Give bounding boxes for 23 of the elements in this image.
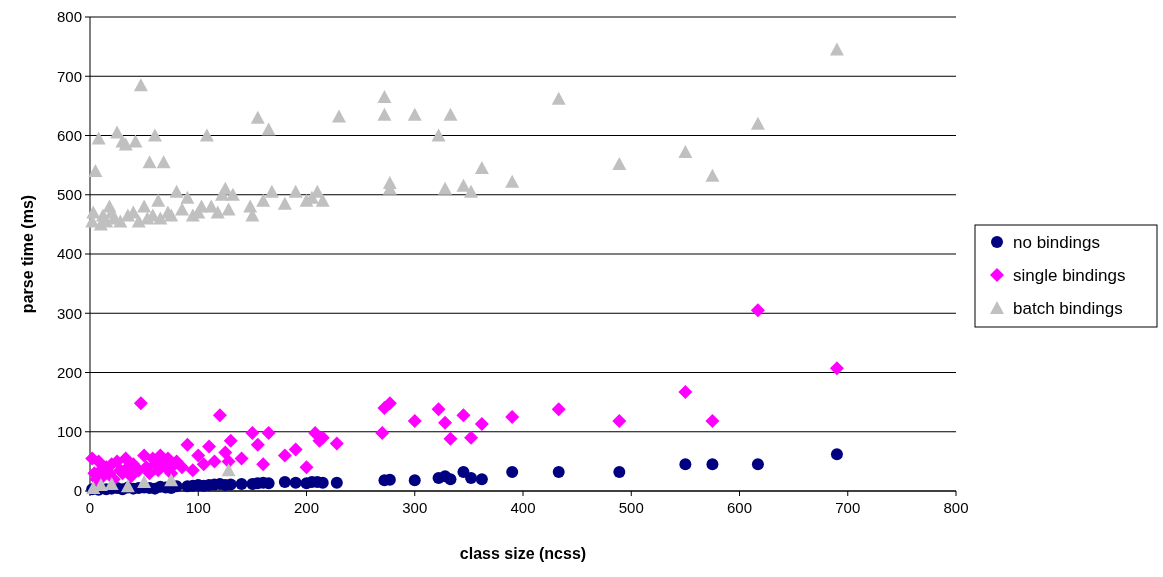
y-tick-label: 300 <box>56 304 82 322</box>
y-tick-label: 800 <box>56 8 82 26</box>
x-tick-label: 0 <box>85 499 95 516</box>
y-tick-label: 400 <box>56 245 82 263</box>
y-axis-title: parse time (ms) <box>19 194 36 314</box>
legend-label: no bindings <box>1013 232 1100 252</box>
y-tick-label: 500 <box>56 186 82 203</box>
x-tick-label: 400 <box>510 499 536 516</box>
y-tick-label: 700 <box>56 67 82 85</box>
legend-label: batch bindings <box>1013 298 1123 318</box>
y-tick-label: 100 <box>56 423 82 440</box>
x-tick-label: 500 <box>618 499 644 516</box>
legend-label: single bindings <box>1013 265 1126 285</box>
x-tick-label: 100 <box>185 499 211 516</box>
x-tick-label: 800 <box>943 499 969 516</box>
y-tick-label: 0 <box>73 482 82 500</box>
x-tick-label: 600 <box>726 499 753 516</box>
y-tick-label: 600 <box>56 126 82 144</box>
y-tick-label: 200 <box>56 363 82 381</box>
x-tick-label: 300 <box>402 499 428 516</box>
x-tick-label: 700 <box>835 499 861 516</box>
x-tick-label: 200 <box>293 499 320 516</box>
x-axis-title: class size (ncss) <box>459 545 587 562</box>
